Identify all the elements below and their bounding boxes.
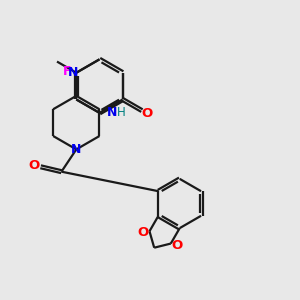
Text: N: N (71, 143, 82, 156)
Text: O: O (28, 159, 40, 172)
Text: O: O (137, 226, 148, 239)
Text: F: F (63, 65, 72, 78)
Text: O: O (172, 238, 183, 251)
Text: N: N (68, 66, 79, 79)
Text: N: N (107, 106, 117, 119)
Text: H: H (116, 106, 125, 119)
Text: O: O (142, 107, 153, 120)
